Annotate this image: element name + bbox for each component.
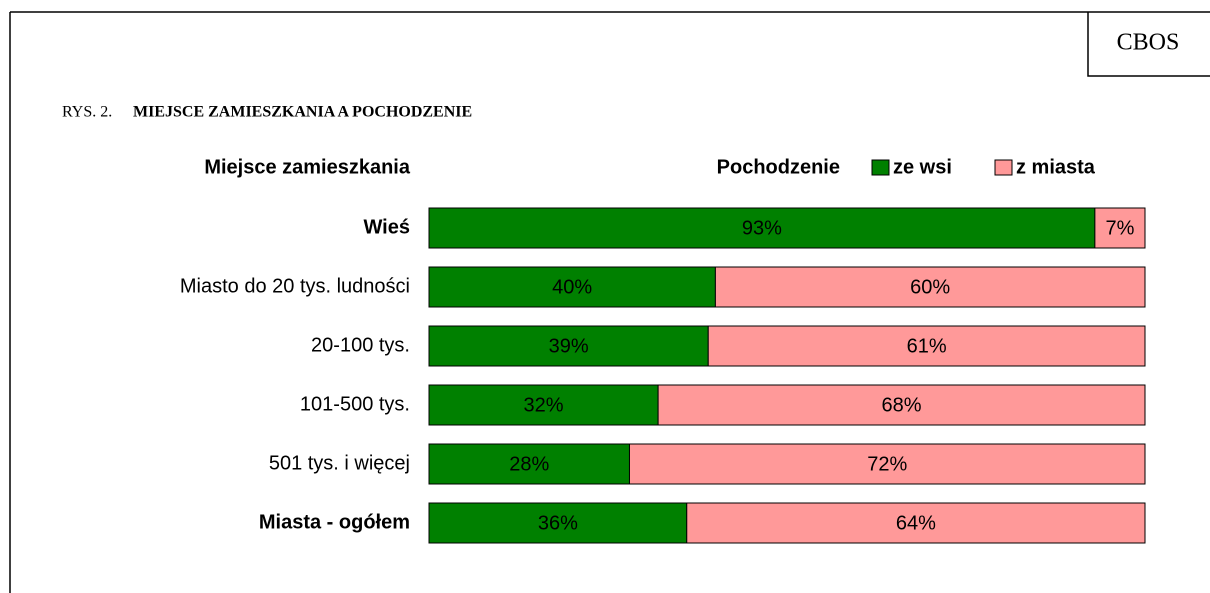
y-tick-label: 501 tys. i więcej	[269, 452, 410, 474]
bar-segment	[714, 266, 1146, 308]
legend-label: ze wsi	[893, 156, 952, 178]
y-tick-label: 20-100 tys.	[311, 334, 410, 356]
y-tick-label: Wieś	[363, 216, 410, 238]
y-tick-label: Miasto do 20 tys. ludności	[180, 275, 410, 297]
figure-label: RYS. 2.	[62, 104, 112, 121]
value-label: 36%	[538, 512, 578, 534]
bar-segment	[657, 384, 1146, 426]
bar-segment	[428, 384, 659, 426]
value-label: 40%	[552, 276, 592, 298]
bar-segment	[628, 443, 1146, 485]
bar-segment	[428, 266, 716, 308]
y-axis-label: Miejsce zamieszkania	[204, 156, 411, 178]
bar-segment	[428, 325, 709, 367]
bar-segment	[707, 325, 1146, 367]
value-label: 32%	[524, 394, 564, 416]
legend-label: z miasta	[1016, 156, 1096, 178]
legend-swatch	[871, 159, 890, 176]
y-tick-label: 101-500 tys.	[300, 393, 410, 415]
value-label: 64%	[896, 512, 936, 534]
value-label: 61%	[907, 335, 947, 357]
source-box	[1087, 12, 1210, 77]
value-label: 72%	[867, 453, 907, 475]
value-label: 28%	[509, 453, 549, 475]
bar-segment	[428, 502, 688, 544]
value-label: 60%	[910, 276, 950, 298]
bar-segment	[686, 502, 1146, 544]
value-label: 39%	[549, 335, 589, 357]
value-label: 93%	[742, 217, 782, 239]
bar-segment	[428, 207, 1096, 249]
source: CBOS	[1117, 30, 1180, 56]
bar-segment	[1094, 207, 1146, 249]
value-label: 68%	[882, 394, 922, 416]
y-tick-label: Miasta - ogółem	[259, 511, 410, 533]
bar-segment	[428, 443, 630, 485]
legend-swatch	[994, 159, 1013, 176]
legend-title: Pochodzenie	[717, 156, 840, 178]
chart-title: MIEJSCE ZAMIESZKANIA A POCHODZENIE	[133, 104, 472, 121]
value-label: 7%	[1105, 217, 1134, 239]
